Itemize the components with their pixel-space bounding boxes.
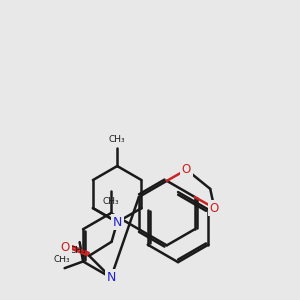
Text: CH₃: CH₃ <box>70 246 86 255</box>
Text: CH₃: CH₃ <box>53 255 70 264</box>
Text: N: N <box>106 271 116 284</box>
Text: N: N <box>112 216 122 229</box>
Text: CH₃: CH₃ <box>109 136 125 145</box>
Text: O: O <box>182 163 191 176</box>
Text: O: O <box>61 241 70 254</box>
Text: CH₃: CH₃ <box>103 197 119 206</box>
Text: O: O <box>210 202 219 215</box>
